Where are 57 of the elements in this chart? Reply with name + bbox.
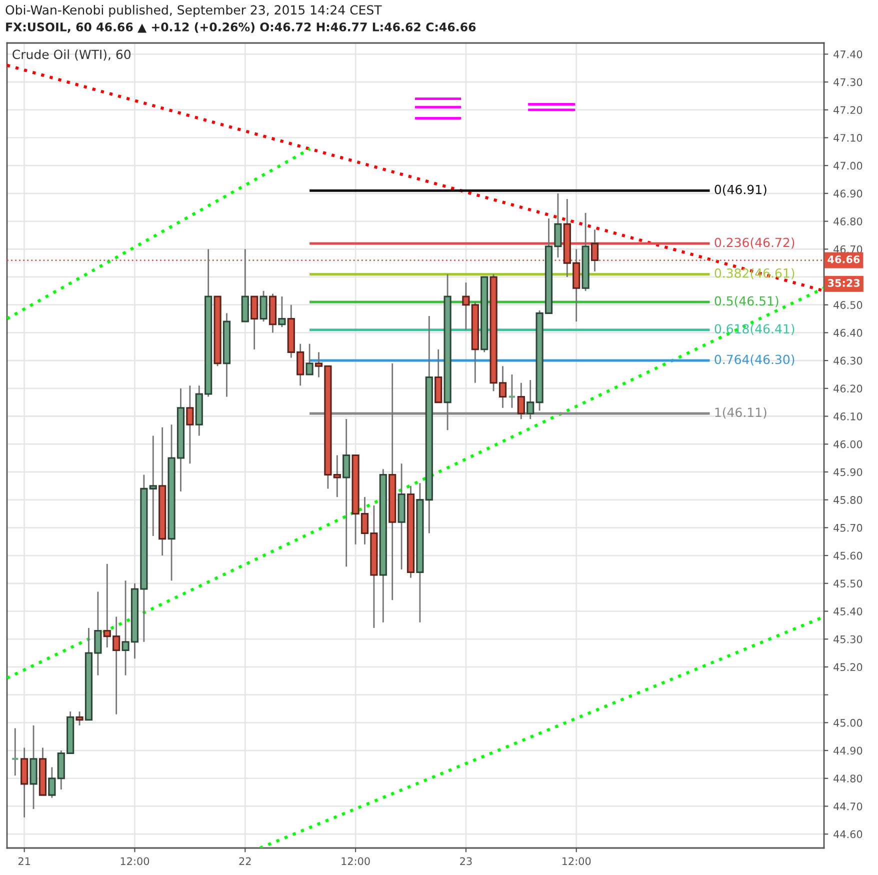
x-tick-label: 12:00 [120, 857, 150, 866]
y-tick-label: 46.90 [834, 190, 862, 198]
candlestick [278, 296, 286, 328]
annotation: 0.764(46.30) [714, 354, 794, 366]
y-tick-label: 45.70 [834, 524, 862, 532]
y-tick-label: 45.60 [834, 552, 862, 560]
candlestick [306, 343, 314, 376]
y-tick-label: 45.50 [834, 580, 862, 588]
y-tick-label: 45.80 [834, 496, 862, 504]
candlestick [11, 728, 20, 776]
candlestick [526, 379, 534, 420]
y-tick-label: 44.70 [834, 802, 862, 810]
x-tick-label: 22 [239, 857, 251, 865]
y-tick-label: 45.90 [834, 468, 862, 476]
y-tick-label: 46.50 [834, 301, 862, 309]
candlestick [149, 435, 157, 537]
y-tick-label: 46.40 [834, 328, 862, 337]
annotation: 0.236(46.72) [714, 238, 794, 249]
y-tick-label: 47.10 [834, 134, 862, 142]
y-tick-label: 45.30 [834, 635, 862, 644]
text: 35:23 [828, 279, 860, 287]
candlestick [48, 766, 56, 799]
annotation: Crude Oil (WTI), 60 [12, 49, 131, 61]
annotation: 0(46.91) [714, 184, 766, 196]
candlestick [260, 290, 268, 322]
y-tick-label: 47.30 [834, 78, 862, 86]
y-tick-label: 46.10 [834, 412, 862, 420]
candlestick [333, 454, 341, 498]
candlestick [186, 384, 194, 464]
candlestick [508, 374, 516, 409]
y-tick-label: 46.20 [834, 384, 862, 393]
y-tick-label: 47.20 [834, 106, 862, 114]
y-tick-label: 47.00 [834, 162, 862, 170]
x-tick-label: 12:00 [562, 857, 591, 866]
y-tick-label: 45.00 [834, 718, 862, 727]
x-tick-label: 21 [18, 857, 30, 865]
y-tick-label: 44.80 [834, 774, 862, 782]
y-tick-label: 46.00 [834, 440, 862, 448]
y-tick-label: 45.20 [834, 663, 862, 672]
y-tick-label: 46.30 [834, 356, 862, 365]
annotation: 1(46.11) [715, 407, 766, 419]
candlestick [342, 418, 350, 568]
y-tick-label: 45.40 [834, 607, 862, 616]
candlestick [462, 282, 470, 331]
x-tick-label: 23 [460, 857, 472, 866]
chart-subtitle: FX:USOIL, 60 46.66 ▲ +0.12 (+0.26%) O:46.72 H:46.77 L:46.62 C:46.66 [6, 22, 476, 33]
x-tick-label: 12:00 [342, 857, 370, 866]
candlestick [517, 382, 525, 420]
candlestick [76, 710, 84, 726]
y-tick-label: 44.60 [834, 830, 862, 838]
ref-line-label: 46.66 [828, 255, 860, 264]
candlestick [250, 296, 258, 350]
y-tick-label: 44.90 [834, 746, 862, 755]
y-tick-label: 47.40 [834, 50, 862, 58]
annotation: 0.5(46.51) [714, 296, 778, 308]
y-tick-label: 46.80 [834, 217, 862, 226]
chart-title: Obi-Wan-Kenobi published, September 23, 2015 14:24 CEST [6, 4, 382, 18]
